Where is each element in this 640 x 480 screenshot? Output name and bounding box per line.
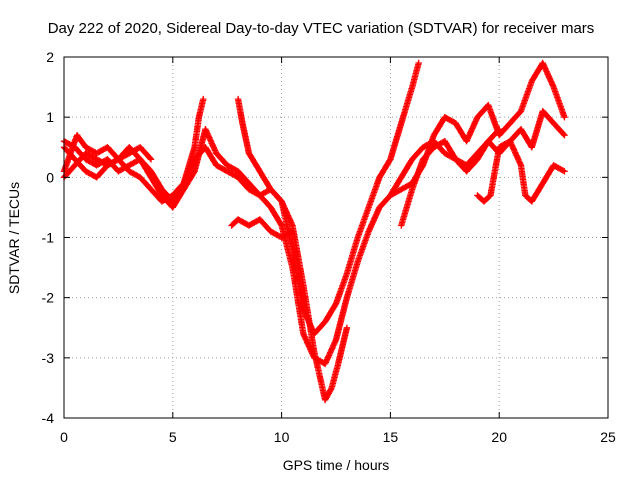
x-tick-label: 25 bbox=[600, 429, 616, 445]
y-tick-label: -1 bbox=[42, 230, 55, 246]
series-arc-5 bbox=[228, 216, 296, 241]
y-tick-label: -3 bbox=[42, 350, 55, 366]
x-tick-label: 10 bbox=[274, 429, 290, 445]
series-arc-8 bbox=[474, 138, 568, 205]
x-tick-label: 5 bbox=[169, 429, 177, 445]
data-points bbox=[474, 138, 568, 205]
series-arc-4 bbox=[234, 95, 351, 404]
data-points bbox=[228, 216, 296, 241]
data-points bbox=[398, 108, 568, 229]
data-points bbox=[60, 126, 503, 368]
plot-area bbox=[60, 59, 568, 404]
y-tick-label: 0 bbox=[46, 169, 54, 185]
series-arc-1 bbox=[60, 59, 422, 337]
x-tick-label: 20 bbox=[491, 429, 507, 445]
x-tick-label: 0 bbox=[60, 429, 68, 445]
series-arc-7 bbox=[398, 108, 568, 229]
x-tick-label: 15 bbox=[383, 429, 399, 445]
chart-title: Day 222 of 2020, Sidereal Day-to-day VTE… bbox=[48, 20, 595, 37]
y-axis-label: SDTVAR / TECUs bbox=[6, 182, 22, 294]
series-arc-2 bbox=[60, 126, 503, 368]
data-points bbox=[234, 95, 351, 404]
axis-ticks: 0 5 10 15 20 25 -4 -3 -2 -1 0 1 2 bbox=[42, 49, 616, 445]
y-tick-label: 2 bbox=[46, 49, 54, 65]
y-tick-label: 1 bbox=[46, 109, 54, 125]
y-tick-label: -2 bbox=[42, 290, 55, 306]
y-tick-label: -4 bbox=[42, 410, 55, 426]
data-points bbox=[60, 59, 422, 337]
x-axis-label: GPS time / hours bbox=[283, 457, 390, 473]
